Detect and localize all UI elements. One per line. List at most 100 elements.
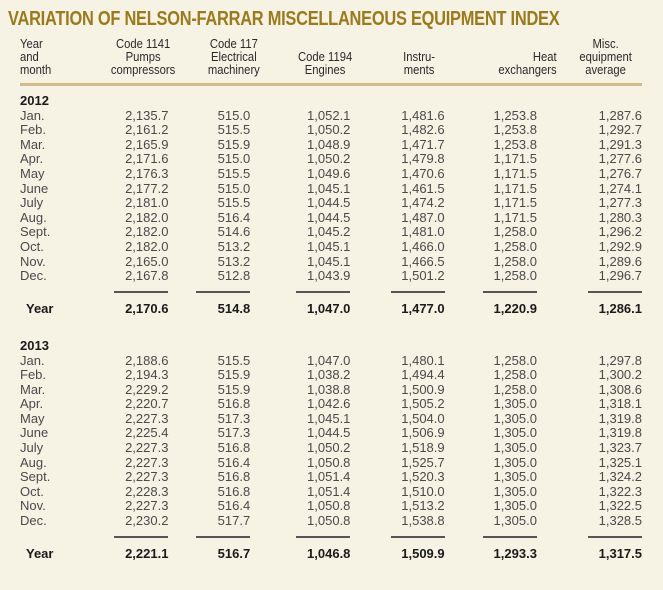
rule-line — [390, 535, 445, 538]
value-cell: 515.0 — [217, 107, 251, 123]
month-cell: Mar. — [20, 136, 46, 152]
value-cell: 2,161.2 — [125, 122, 169, 138]
table-row: Apr. 2,220.7 516.8 1,042.6 1,505.2 1,305.0 1,3… — [20, 397, 642, 412]
table-row: Apr. 2,171.6 515.0 1,050.2 1,479.8 1,171.5 1,2… — [20, 152, 642, 167]
table-row: Oct. 2,182.0 513.2 1,045.1 1,466.0 1,258.0 1,2… — [20, 238, 642, 255]
value-cell: 2,227.3 — [125, 454, 169, 470]
value-cell: 513.2 — [217, 253, 251, 269]
value-cell: 2,227.3 — [125, 469, 169, 485]
value-cell: 1,505.2 — [401, 396, 445, 412]
value-cell: 1,048.9 — [307, 136, 351, 152]
value-cell: 1,050.2 — [307, 122, 351, 138]
table-title: VARIATION OF NELSON-FARRAR MISCELLANEOUS… — [8, 8, 560, 30]
table-row: Mar. 2,229.2 515.9 1,038.8 1,500.9 1,258.0 1,3… — [20, 381, 642, 398]
month-cell: Jan. — [20, 107, 45, 123]
value-cell: 1,305.0 — [493, 410, 537, 426]
total-value: 1,477.0 — [401, 301, 445, 317]
table-row: Feb. 2,161.2 515.5 1,050.2 1,482.6 1,253.8 1,2… — [20, 123, 642, 138]
value-cell: 517.3 — [217, 425, 251, 441]
value-cell: 1,045.2 — [307, 224, 351, 240]
value-cell: 1,474.2 — [401, 195, 445, 211]
total-value: 1,293.3 — [493, 546, 537, 562]
value-cell: 517.7 — [217, 513, 251, 529]
month-cell: Aug. — [20, 209, 47, 225]
value-cell: 1,049.6 — [307, 165, 351, 181]
rule-line — [114, 535, 169, 538]
value-cell: 512.8 — [217, 268, 251, 284]
total-value: 1,046.8 — [307, 546, 351, 562]
month-cell: Sept. — [20, 224, 51, 240]
value-cell: 514.6 — [217, 224, 251, 240]
table-row: Mar. 2,165.9 515.9 1,048.9 1,471.7 1,253.8 1,2… — [20, 136, 642, 153]
value-cell: 2,165.0 — [125, 253, 169, 269]
value-cell: 1,258.0 — [493, 224, 537, 240]
value-cell: 1,482.6 — [401, 122, 445, 138]
value-cell: 1,479.8 — [401, 151, 445, 167]
table-row: Aug. 2,227.3 516.4 1,050.8 1,525.7 1,305.0 1,3… — [20, 454, 642, 471]
rule-line — [196, 535, 251, 538]
rule-line — [482, 290, 537, 293]
value-cell: 1,308.6 — [598, 381, 642, 397]
value-cell: 1,506.9 — [401, 425, 445, 441]
table-row: May 2,176.3 515.5 1,049.6 1,470.6 1,171.5 1,27… — [20, 165, 642, 182]
value-cell: 1,258.0 — [493, 253, 537, 269]
value-cell: 515.5 — [217, 165, 251, 181]
value-cell: 1,325.1 — [598, 454, 642, 470]
value-cell: 516.4 — [217, 209, 251, 225]
value-cell: 2,229.2 — [125, 381, 169, 397]
value-cell: 1,305.0 — [493, 425, 537, 441]
value-cell: 1,500.9 — [401, 381, 445, 397]
value-cell: 1,050.2 — [307, 151, 351, 167]
value-cell: 1,305.0 — [493, 454, 537, 470]
value-cell: 1,292.7 — [598, 122, 642, 138]
value-cell: 1,480.1 — [401, 352, 445, 368]
value-cell: 1,291.3 — [598, 136, 642, 152]
table-row: Feb. 2,194.3 515.9 1,038.2 1,494.4 1,258.0 1,3… — [20, 367, 642, 383]
value-cell: 1,501.2 — [401, 268, 445, 284]
value-cell: 1,525.7 — [401, 454, 445, 470]
total-value: 1,220.9 — [493, 301, 537, 317]
value-cell: 1,510.0 — [401, 483, 445, 499]
value-cell: 2,135.7 — [125, 107, 169, 123]
total-value: 2,170.6 — [125, 301, 169, 317]
month-cell: Sept. — [20, 469, 51, 485]
col-header-engines: Code 1194 Engines — [298, 50, 353, 77]
value-cell: 1,466.5 — [401, 253, 445, 269]
table-row: July 2,181.0 515.5 1,044.5 1,474.2 1,171.5 1,2… — [20, 196, 642, 211]
value-cell: 1,042.6 — [307, 396, 351, 412]
equipment-index-table: Year and month Code 1141 Pumps compressors C… — [20, 38, 642, 576]
total-value: 516.7 — [217, 546, 251, 562]
value-cell: 1,461.5 — [401, 180, 445, 196]
total-value: 1,317.5 — [598, 546, 642, 562]
col-header-year-month: Year and month — [20, 37, 52, 77]
value-cell: 1,050.8 — [307, 498, 351, 514]
value-cell: 1,171.5 — [493, 151, 537, 167]
table-row: Jan. 2,135.7 515.0 1,052.1 1,481.6 1,253.8 1,2… — [20, 107, 642, 124]
month-cell: Feb. — [20, 122, 47, 138]
month-cell: May — [20, 410, 45, 426]
month-cell: Aug. — [20, 454, 47, 470]
value-cell: 2,188.6 — [125, 352, 169, 368]
value-cell: 1,045.1 — [307, 180, 351, 196]
value-cell: 2,171.6 — [125, 151, 169, 167]
value-cell: 1,481.0 — [401, 224, 445, 240]
year-label: 2013 — [20, 337, 49, 353]
value-cell: 1,520.3 — [401, 469, 445, 485]
value-cell: 1,171.5 — [493, 209, 537, 225]
total-value: 2,221.1 — [125, 546, 169, 562]
value-cell: 1,258.0 — [493, 268, 537, 284]
value-cell: 1,297.8 — [598, 352, 642, 368]
rule-line — [114, 290, 169, 293]
month-cell: May — [20, 165, 45, 181]
value-cell: 2,227.3 — [125, 410, 169, 426]
table-row: Jan. 2,188.6 515.5 1,047.0 1,480.1 1,258.0 1,2… — [20, 352, 642, 369]
col-header-misc-average: Misc. equipment average — [579, 37, 632, 77]
month-cell: June — [20, 180, 49, 196]
rule-line — [482, 535, 537, 538]
month-cell: Nov. — [20, 253, 46, 269]
value-cell: 2,182.0 — [125, 224, 169, 240]
value-cell: 513.2 — [217, 238, 251, 254]
total-value: 1,286.1 — [598, 301, 642, 317]
value-cell: 1,171.5 — [493, 165, 537, 181]
value-cell: 1,466.0 — [401, 238, 445, 254]
